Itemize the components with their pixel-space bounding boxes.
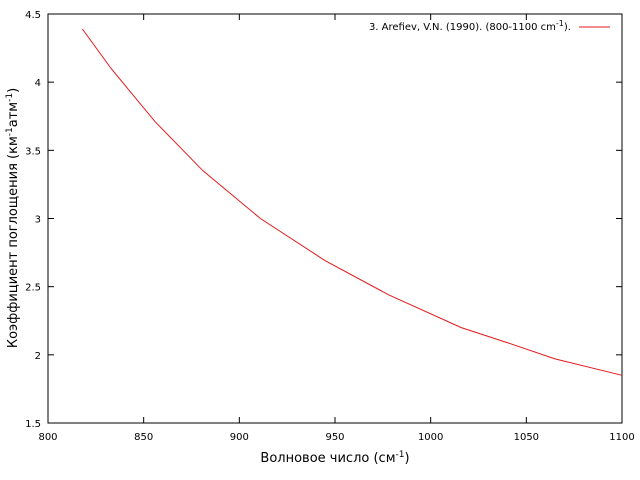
series-layer — [81, 28, 623, 376]
x-axis-title-main: Волновое число (см — [260, 451, 395, 466]
y-tick-label: 4 — [35, 78, 41, 89]
y-axis-title-part2: атм — [6, 102, 21, 127]
y-tick-label: 1.5 — [25, 419, 41, 430]
y-tick-label: 3 — [35, 215, 41, 226]
legend-label: 3. Arefiev, V.N. (1990). (800-1100 cm-1)… — [369, 19, 571, 33]
y-tick-label: 4.5 — [25, 10, 41, 21]
x-axis-title-sup: -1 — [396, 450, 405, 460]
y-axis-title-part1: Коэффициент поглощения (км — [6, 136, 21, 348]
y-tick-label: 3.5 — [25, 146, 41, 157]
y-tick-label: 2 — [35, 351, 41, 362]
ticks-layer: 800 850 900 950 1000 1050 1100 1.5 2 2.5 3 3.5 4 4.5 — [25, 10, 635, 443]
y-axis-title-sup1: -1 — [5, 127, 15, 136]
legend: 3. Arefiev, V.N. (1990). (800-1100 cm-1)… — [369, 19, 610, 33]
y-axis-title: Коэффициент поглощения (км-1атм-1) — [5, 88, 21, 348]
x-tick-label: 850 — [134, 432, 153, 443]
x-tick-label: 950 — [325, 432, 344, 443]
x-tick-label: 800 — [38, 432, 57, 443]
legend-label-sup: -1 — [556, 19, 564, 28]
plot-frame — [47, 13, 623, 424]
legend-label-end: ). — [564, 22, 571, 33]
x-tick-label: 1100 — [609, 432, 634, 443]
x-axis-title-end: ) — [404, 451, 409, 466]
y-tick-label: 2.5 — [25, 283, 41, 294]
x-tick-label: 900 — [230, 432, 249, 443]
y-axis-title-end: ) — [6, 88, 21, 93]
y-axis-title-sup2: -1 — [5, 93, 15, 102]
x-axis-title: Волновое число (см-1) — [260, 450, 409, 466]
series-line — [81, 28, 623, 376]
x-tick-label: 1000 — [418, 432, 443, 443]
legend-label-main: 3. Arefiev, V.N. (1990). (800-1100 cm — [369, 22, 556, 33]
x-tick-label: 1050 — [514, 432, 539, 443]
